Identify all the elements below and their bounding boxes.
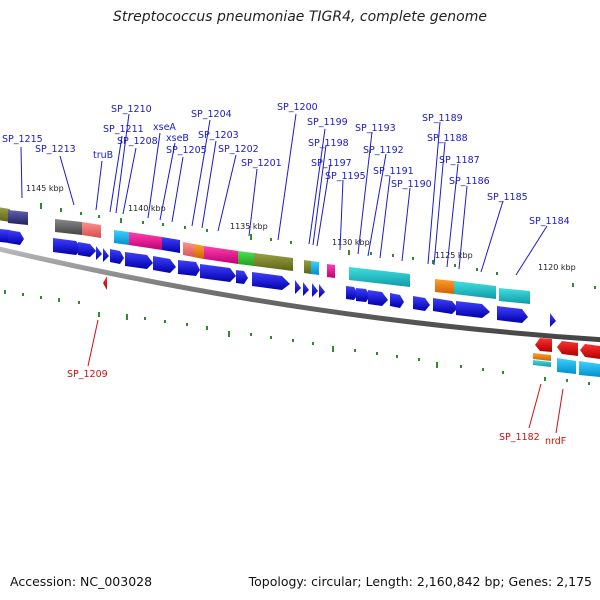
gene-label: SP_1197 <box>311 158 352 169</box>
gene-label: SP_1195 <box>325 171 366 182</box>
gene-label: truB <box>93 150 113 161</box>
gene-label: SP_1190 <box>391 179 432 190</box>
top-leader-lines <box>20 113 548 276</box>
kbp-tick-label: 1130 kbp <box>332 238 370 247</box>
bottom-leader-lines <box>87 319 564 434</box>
gene-label: SP_1208 <box>117 136 158 147</box>
gene-label: SP_1209 <box>67 369 108 380</box>
gene-label: SP_1187 <box>439 155 480 166</box>
gene-label: SP_1185 <box>487 192 528 203</box>
gene-label: SP_1184 <box>529 216 570 227</box>
annotation-boxes <box>0 207 600 377</box>
reverse-gene-arrows <box>103 276 600 359</box>
kbp-tick-label: 1135 kbp <box>230 222 268 231</box>
kbp-scale: 1145 kbp 1140 kbp 1135 kbp 1130 kbp 1125… <box>26 184 576 272</box>
gene-label: SP_1189 <box>422 113 463 124</box>
gene-label: SP_1188 <box>427 133 468 144</box>
kbp-tick-label: 1145 kbp <box>26 184 64 193</box>
bottom-gene-labels: SP_1209 SP_1182 nrdF <box>67 369 566 447</box>
gene-label: SP_1200 <box>277 102 318 113</box>
gene-label: SP_1215 <box>2 134 43 145</box>
genome-summary-text: Topology: circular; Length: 2,160,842 bp… <box>248 574 592 589</box>
top-gene-labels: SP_1215 SP_1213 truB SP_1211 SP_1210 SP_… <box>2 102 570 227</box>
gene-label: SP_1191 <box>373 166 414 177</box>
gene-label: SP_1198 <box>308 138 349 149</box>
gene-label: SP_1210 <box>111 104 152 115</box>
kbp-tick-label: 1125 kbp <box>435 251 473 260</box>
page-title: Streptococcus pneumoniae TIGR4, complete… <box>113 9 487 25</box>
gene-label: SP_1202 <box>218 144 259 155</box>
gene-label: SP_1186 <box>449 176 490 187</box>
lower-tick-marks <box>4 290 590 385</box>
gene-label: SP_1199 <box>307 117 348 128</box>
gene-label: SP_1192 <box>363 145 404 156</box>
gene-label: SP_1213 <box>35 144 76 155</box>
kbp-tick-label: 1140 kbp <box>128 204 166 213</box>
accession-text: Accession: NC_003028 <box>10 574 153 589</box>
gene-label: SP_1182 <box>499 432 540 443</box>
genome-backbone <box>0 246 600 343</box>
forward-gene-arrows <box>0 229 556 327</box>
gene-label: SP_1193 <box>355 123 396 134</box>
gene-label: SP_1204 <box>191 109 232 120</box>
upper-tick-marks <box>40 203 596 289</box>
gene-label: xseB <box>166 133 189 144</box>
gene-label: SP_1201 <box>241 158 282 169</box>
gene-label: nrdF <box>545 436 566 447</box>
gene-label: xseA <box>153 122 176 133</box>
gene-label: SP_1205 <box>166 145 207 156</box>
kbp-tick-label: 1120 kbp <box>538 263 576 272</box>
gene-label: SP_1203 <box>198 130 239 141</box>
gene-label: SP_1211 <box>103 124 144 135</box>
